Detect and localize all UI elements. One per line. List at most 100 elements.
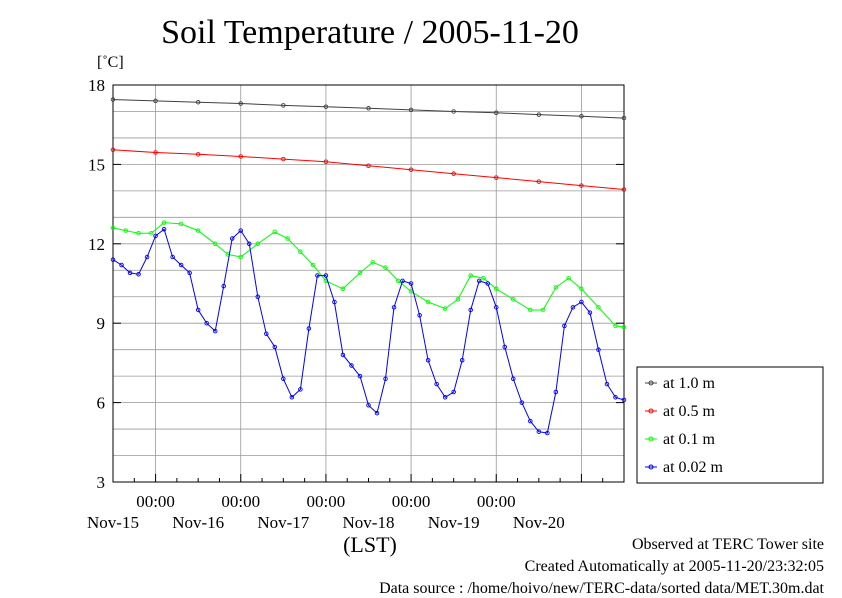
data-point bbox=[357, 270, 363, 276]
data-point bbox=[195, 307, 201, 313]
data-point bbox=[468, 273, 473, 278]
data-point bbox=[621, 324, 627, 330]
data-point bbox=[621, 115, 627, 121]
data-point bbox=[310, 262, 316, 268]
legend-label: at 0.5 m bbox=[663, 403, 716, 420]
data-point bbox=[123, 228, 129, 233]
chart-title: Soil Temperature / 2005-11-20 bbox=[161, 14, 579, 51]
data-point bbox=[579, 183, 584, 188]
data-point bbox=[562, 323, 567, 329]
data-point bbox=[110, 97, 116, 102]
x-tick-label: 00:00 bbox=[477, 492, 516, 511]
y-tick-label: 6 bbox=[97, 394, 106, 413]
data-point bbox=[383, 376, 388, 382]
data-point bbox=[621, 397, 627, 403]
data-point bbox=[195, 99, 201, 105]
data-point bbox=[110, 147, 116, 153]
data-point bbox=[255, 294, 261, 299]
data-point bbox=[494, 286, 499, 292]
x-day-label: Nov-18 bbox=[343, 513, 395, 532]
data-point bbox=[298, 249, 303, 254]
data-point bbox=[366, 163, 371, 168]
x-day-label: Nov-15 bbox=[87, 513, 139, 532]
data-point bbox=[553, 285, 559, 290]
legend-marker bbox=[648, 408, 654, 414]
data-point bbox=[247, 241, 252, 247]
data-point bbox=[511, 297, 516, 302]
data-point bbox=[195, 152, 201, 157]
data-point bbox=[519, 400, 525, 405]
data-series bbox=[110, 97, 627, 436]
data-point bbox=[494, 110, 499, 116]
data-point bbox=[349, 363, 354, 368]
plot-frame bbox=[112, 84, 625, 483]
x-day-label: Nov-19 bbox=[428, 513, 480, 532]
data-point bbox=[323, 104, 329, 109]
data-point bbox=[204, 320, 209, 326]
data-point bbox=[545, 430, 550, 436]
data-point bbox=[272, 344, 278, 350]
data-point bbox=[161, 220, 167, 225]
data-point bbox=[178, 262, 184, 268]
data-point bbox=[136, 271, 141, 277]
data-point bbox=[153, 233, 158, 239]
x-tick-label: 00:00 bbox=[392, 492, 431, 511]
x-day-label: Nov-16 bbox=[172, 513, 224, 532]
data-point bbox=[451, 109, 456, 114]
data-point bbox=[400, 278, 405, 284]
legend: at 1.0 m at 0.5 m at 0.1 m at 0.02 m bbox=[636, 366, 824, 484]
x-tick-label: 00:00 bbox=[221, 492, 260, 511]
data-point bbox=[264, 331, 269, 337]
grid-lines bbox=[113, 85, 624, 482]
data-point bbox=[408, 107, 414, 113]
data-point bbox=[451, 171, 456, 176]
data-point bbox=[383, 265, 388, 270]
y-tick-label: 3 bbox=[97, 473, 106, 492]
data-point bbox=[425, 358, 431, 363]
y-tick-label: 9 bbox=[97, 314, 106, 333]
data-point bbox=[285, 236, 290, 241]
data-point bbox=[613, 323, 618, 329]
data-point bbox=[408, 167, 414, 172]
data-point bbox=[455, 297, 461, 302]
data-point bbox=[468, 307, 473, 313]
axes: 3 6 9 12 15 18 00:00 00:00 00:00 00:00 00:00 Nov-15… bbox=[87, 76, 625, 532]
data-point bbox=[476, 278, 482, 284]
data-point bbox=[323, 159, 329, 165]
data-point bbox=[366, 106, 371, 111]
data-point bbox=[481, 275, 486, 281]
data-point bbox=[170, 254, 175, 260]
data-point bbox=[528, 307, 533, 313]
data-point bbox=[396, 278, 401, 284]
data-point bbox=[579, 286, 584, 292]
footer-source: Data source : /home/hoivo/new/TERC-data/… bbox=[379, 580, 824, 597]
legend-box bbox=[636, 366, 824, 484]
series-line bbox=[112, 149, 625, 190]
data-point bbox=[149, 230, 154, 236]
x-axis-label: (LST) bbox=[343, 532, 397, 557]
data-point bbox=[511, 376, 516, 382]
data-point bbox=[212, 241, 218, 247]
footer-created: Created Automatically at 2005-11-20/23:3… bbox=[524, 558, 824, 575]
x-day-label: Nov-17 bbox=[257, 513, 309, 532]
data-point bbox=[425, 299, 431, 305]
data-point bbox=[153, 150, 158, 155]
data-point bbox=[281, 156, 286, 162]
data-point bbox=[315, 273, 320, 278]
data-point bbox=[417, 313, 422, 318]
legend-label: at 0.02 m bbox=[663, 459, 724, 476]
data-point bbox=[374, 410, 380, 416]
data-point bbox=[119, 262, 124, 268]
data-point bbox=[579, 299, 584, 305]
legend-marker bbox=[648, 464, 654, 470]
data-point bbox=[289, 395, 295, 400]
data-point bbox=[442, 395, 448, 400]
series-line bbox=[112, 99, 625, 119]
data-point bbox=[255, 241, 261, 247]
data-point bbox=[238, 154, 243, 159]
data-point bbox=[281, 376, 286, 382]
series-line bbox=[112, 228, 625, 434]
data-point bbox=[153, 98, 158, 104]
data-point bbox=[340, 286, 346, 292]
